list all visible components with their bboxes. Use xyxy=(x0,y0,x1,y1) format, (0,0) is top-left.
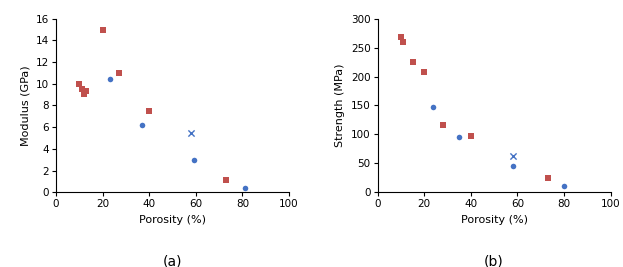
Point xyxy=(419,70,429,74)
Point xyxy=(438,122,448,127)
Point xyxy=(543,176,553,180)
Point xyxy=(145,109,155,113)
Y-axis label: Modulus (GPa): Modulus (GPa) xyxy=(21,65,31,146)
Point xyxy=(114,71,124,75)
Text: (b): (b) xyxy=(484,255,504,267)
Point xyxy=(105,77,115,82)
Point xyxy=(189,158,199,162)
Point xyxy=(407,60,417,64)
Point xyxy=(221,178,231,182)
Point xyxy=(559,184,569,189)
Point xyxy=(466,134,476,138)
Text: (a): (a) xyxy=(163,255,183,267)
X-axis label: Porosity (%): Porosity (%) xyxy=(460,215,528,225)
Point xyxy=(79,91,89,96)
Point xyxy=(454,135,464,139)
Point xyxy=(240,186,250,190)
Point xyxy=(82,89,92,93)
Point xyxy=(398,40,408,44)
Point xyxy=(77,87,87,91)
Point xyxy=(98,28,108,32)
X-axis label: Porosity (%): Porosity (%) xyxy=(139,215,206,225)
Y-axis label: Strength (MPa): Strength (MPa) xyxy=(335,64,345,147)
Point xyxy=(396,35,406,39)
Point xyxy=(74,82,84,86)
Point xyxy=(508,154,518,159)
Point xyxy=(137,123,147,127)
Point xyxy=(186,131,196,135)
Point xyxy=(429,104,439,109)
Point xyxy=(508,164,518,168)
